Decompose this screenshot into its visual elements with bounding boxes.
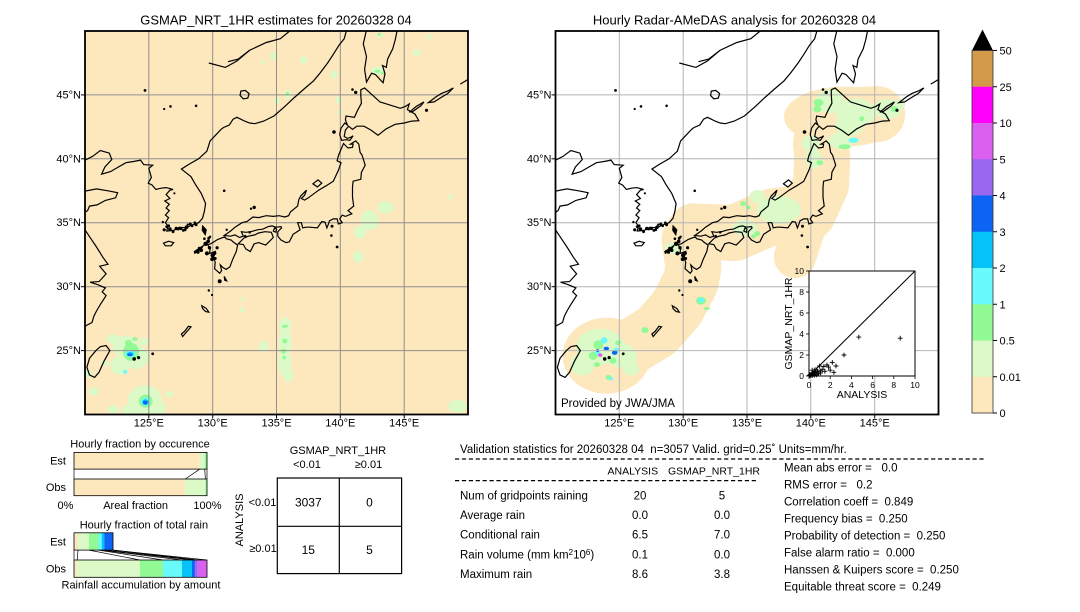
svg-text:4: 4 — [799, 329, 804, 339]
svg-text:35°N: 35°N — [527, 217, 552, 229]
svg-text:ANALYSIS: ANALYSIS — [234, 494, 246, 547]
svg-text:1: 1 — [1000, 299, 1006, 311]
svg-text:2: 2 — [799, 350, 804, 360]
svg-text:Est: Est — [50, 456, 66, 468]
svg-text:8: 8 — [799, 287, 804, 297]
svg-text:Obs: Obs — [46, 564, 67, 576]
svg-text:Areal fraction: Areal fraction — [103, 500, 168, 512]
svg-text:GSMAP_NRT_1HR: GSMAP_NRT_1HR — [783, 277, 795, 369]
svg-text:Rain volume (mm km2106): Rain volume (mm km2106) — [460, 548, 594, 562]
svg-text:3037: 3037 — [295, 495, 322, 509]
svg-text:25°N: 25°N — [527, 345, 552, 357]
svg-text:50: 50 — [1000, 46, 1012, 58]
svg-text:100%: 100% — [193, 500, 221, 512]
svg-text:0.1: 0.1 — [632, 549, 648, 561]
svg-text:5: 5 — [1000, 154, 1006, 166]
svg-text:Hourly fraction by occurence: Hourly fraction by occurence — [70, 439, 209, 451]
svg-text:10: 10 — [795, 266, 805, 276]
svg-text:Equitable threat score = 0.24: Equitable threat score = 0.249 — [784, 582, 941, 594]
svg-text:Frequency bias = 0.250: Frequency bias = 0.250 — [784, 514, 908, 526]
svg-text:0.01: 0.01 — [1000, 372, 1021, 384]
svg-text:0.0: 0.0 — [632, 510, 648, 522]
svg-text:ANALYSIS: ANALYSIS — [837, 389, 888, 401]
svg-text:0: 0 — [1000, 408, 1006, 420]
svg-text:6: 6 — [799, 308, 804, 318]
svg-text:5: 5 — [719, 490, 725, 502]
svg-text:Hanssen & Kuipers score = 0.2: Hanssen & Kuipers score = 0.250 — [784, 565, 959, 577]
svg-text:40°N: 40°N — [56, 153, 81, 165]
svg-text:Provided by JWA/JMA: Provided by JWA/JMA — [561, 398, 675, 410]
svg-text:0: 0 — [799, 371, 804, 381]
svg-text:30°N: 30°N — [56, 281, 81, 293]
svg-text:140°E: 140°E — [325, 418, 355, 430]
svg-text:25: 25 — [1000, 82, 1012, 94]
svg-text:4: 4 — [1000, 191, 1006, 203]
svg-text:8: 8 — [891, 380, 896, 390]
svg-text:25°N: 25°N — [56, 345, 81, 357]
svg-text:0.0: 0.0 — [714, 510, 730, 522]
svg-text:145°E: 145°E — [389, 418, 419, 430]
svg-text:145°E: 145°E — [860, 418, 890, 430]
svg-text:ANALYSIS: ANALYSIS — [608, 466, 659, 478]
svg-text:Probability of detection = 0.: Probability of detection = 0.250 — [784, 531, 945, 543]
svg-text:10: 10 — [1000, 118, 1012, 130]
svg-text:130°E: 130°E — [668, 418, 698, 430]
svg-text:15: 15 — [302, 543, 316, 557]
svg-text:2: 2 — [1000, 263, 1006, 275]
svg-text:4: 4 — [849, 380, 854, 390]
svg-text:30°N: 30°N — [527, 281, 552, 293]
svg-text:135°E: 135°E — [732, 418, 762, 430]
svg-text:0: 0 — [366, 495, 373, 509]
svg-text:8.6: 8.6 — [632, 569, 648, 581]
svg-text:Num of gridpoints raining: Num of gridpoints raining — [460, 490, 588, 502]
svg-text:130°E: 130°E — [198, 418, 228, 430]
svg-text:0.5: 0.5 — [1000, 336, 1015, 348]
svg-text:135°E: 135°E — [261, 418, 291, 430]
svg-text:45°N: 45°N — [527, 89, 552, 101]
svg-text:GSMAP_NRT_1HR: GSMAP_NRT_1HR — [290, 445, 386, 457]
svg-text:45°N: 45°N — [56, 89, 81, 101]
svg-text:7.0: 7.0 — [714, 530, 730, 542]
svg-text:≥0.01: ≥0.01 — [249, 543, 276, 555]
svg-text:GSMAP_NRT_1HR: GSMAP_NRT_1HR — [668, 466, 760, 478]
svg-text:Est: Est — [50, 536, 66, 548]
svg-text:140°E: 140°E — [796, 418, 826, 430]
svg-text:Average rain: Average rain — [460, 510, 525, 522]
svg-text:Mean abs error = 0.0: Mean abs error = 0.0 — [784, 463, 897, 475]
svg-text:10: 10 — [910, 380, 920, 390]
svg-text:Maximum rain: Maximum rain — [460, 569, 532, 581]
svg-text:GSMAP_NRT_1HR estimates for 20: GSMAP_NRT_1HR estimates for 20260328 04 — [140, 13, 411, 28]
svg-text:False alarm ratio = 0.000: False alarm ratio = 0.000 — [784, 548, 915, 560]
svg-text:0.0: 0.0 — [714, 549, 730, 561]
svg-text:3: 3 — [1000, 227, 1006, 239]
svg-text:125°E: 125°E — [604, 418, 634, 430]
svg-text:5: 5 — [366, 543, 373, 557]
svg-text:Conditional rain: Conditional rain — [460, 530, 540, 542]
svg-text:Validation statistics for 2026: Validation statistics for 20260328 04 n=… — [460, 444, 847, 456]
svg-text:6.5: 6.5 — [632, 530, 648, 542]
svg-text:Correlation coeff = 0.849: Correlation coeff = 0.849 — [784, 497, 913, 509]
svg-text:20: 20 — [634, 490, 647, 502]
svg-text:40°N: 40°N — [527, 153, 552, 165]
svg-text:≥0.01: ≥0.01 — [355, 459, 382, 471]
svg-text:3.8: 3.8 — [714, 569, 730, 581]
svg-text:Hourly fraction of total rain: Hourly fraction of total rain — [80, 520, 208, 532]
svg-text:0%: 0% — [58, 500, 74, 512]
svg-text:0: 0 — [807, 380, 812, 390]
svg-text:Obs: Obs — [46, 482, 67, 494]
svg-text:Hourly Radar-AMeDAS analysis f: Hourly Radar-AMeDAS analysis for 2026032… — [593, 13, 876, 28]
svg-text:Rainfall accumulation by amoun: Rainfall accumulation by amount — [62, 580, 221, 592]
svg-text:6: 6 — [870, 380, 875, 390]
svg-text:35°N: 35°N — [56, 217, 81, 229]
svg-text:2: 2 — [828, 380, 833, 390]
svg-text:125°E: 125°E — [134, 418, 164, 430]
svg-text:<0.01: <0.01 — [293, 459, 321, 471]
svg-text:<0.01: <0.01 — [249, 497, 277, 509]
svg-text:RMS error = 0.2: RMS error = 0.2 — [784, 480, 873, 492]
